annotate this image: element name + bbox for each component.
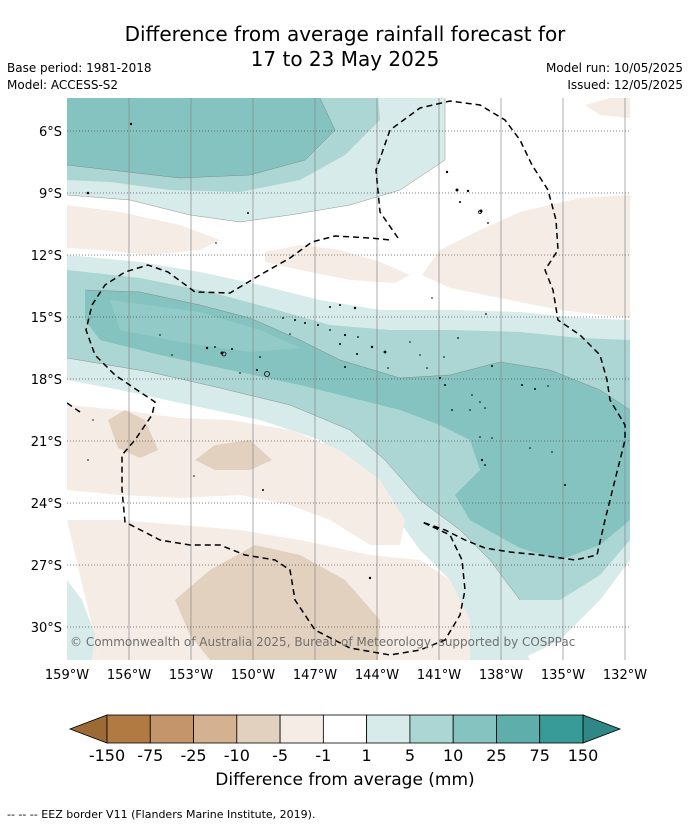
colorbar-tick-label: 5 (405, 746, 415, 765)
model-name: Model: ACCESS-S2 (7, 78, 119, 92)
colorbar-tick-label: 150 (568, 746, 599, 765)
colorbar-over-arrow (582, 714, 622, 744)
lon-label: 132°W (603, 668, 647, 683)
lon-axis: 159°W 156°W 153°W 150°W 147°W 144°W 141°… (45, 668, 647, 683)
dry-region-sw-inner (108, 410, 158, 458)
colorbar-swatch (322, 714, 368, 744)
lon-label: 141°W (417, 668, 461, 683)
dry-region-south-inner (175, 545, 380, 660)
contour-lines (67, 98, 630, 601)
issued-date: Issued: 12/05/2025 (567, 78, 683, 92)
wet-region-north-3 (67, 98, 335, 178)
lon-label: 144°W (355, 668, 399, 683)
title-line-2: 17 to 23 May 2025 (250, 47, 440, 71)
colorbar-swatch (496, 714, 541, 744)
lon-label: 153°W (169, 668, 213, 683)
model-info: Base period: 1981-2018 Model: ACCESS-S2 (7, 60, 152, 94)
dry-region-centre-north (265, 245, 410, 283)
lat-label: 15°S (31, 311, 62, 326)
islands (86, 122, 566, 580)
colorbar-swatch (149, 714, 194, 744)
atolls (221, 210, 482, 377)
lon-label: 135°W (541, 668, 585, 683)
lon-label: 138°W (479, 668, 523, 683)
lat-axis: 6°S 9°S 12°S 15°S 18°S 21°S 24°S 27°S 30… (31, 125, 62, 636)
colorbar-under-arrow (68, 714, 108, 744)
lat-label: 18°S (31, 373, 62, 388)
lon-label: 147°W (293, 668, 337, 683)
title-line-1: Difference from average rainfall forecas… (124, 22, 566, 46)
lat-label: 24°S (31, 497, 62, 512)
lat-label: 12°S (31, 249, 62, 264)
dry-region-nw (67, 205, 220, 255)
wet-region-central-3 (85, 290, 630, 560)
lat-label: 9°S (39, 187, 62, 202)
lat-label: 6°S (39, 125, 62, 140)
colorbar-tick-label: -25 (180, 746, 206, 765)
map-title: Difference from average rainfall forecas… (0, 22, 690, 72)
colorbar-swatch (409, 714, 454, 744)
colorbar-tick-label: 1 (362, 746, 372, 765)
lat-label: 30°S (31, 621, 62, 636)
eez-footnote: -- -- -- EEZ border V11 (Flanders Marine… (7, 808, 316, 821)
colorbar-tick-label: -5 (272, 746, 288, 765)
lat-label: 21°S (31, 435, 62, 450)
run-info: Model run: 10/05/2025 Issued: 12/05/2025 (546, 60, 683, 94)
map-area: © Commonwealth of Australia 2025, Bureau… (67, 98, 630, 660)
colorbar-swatch (279, 714, 324, 744)
colorbar-swatch (193, 714, 238, 744)
wet-region-sw-corner (67, 580, 95, 660)
colorbar-tick-label: -10 (224, 746, 250, 765)
wet-region-central-4 (110, 300, 300, 352)
lon-label: 159°W (45, 668, 89, 683)
base-period: Base period: 1981-2018 (7, 61, 152, 75)
colorbar: -150 -75 -25 -10 -5 -1 1 5 10 25 75 150 (68, 714, 622, 765)
colorbar-tick-label: 10 (443, 746, 463, 765)
colorbar-tick-label: 75 (530, 746, 550, 765)
colorbar-swatch (539, 714, 584, 744)
eez-french-polynesia (85, 100, 626, 656)
model-run: Model run: 10/05/2025 (545, 61, 683, 75)
dry-region-ne-corner (585, 98, 630, 118)
colorbar-swatch (106, 714, 151, 744)
colorbar-swatch (236, 714, 281, 744)
lat-label: 27°S (31, 559, 62, 574)
lon-label: 150°W (231, 668, 275, 683)
colorbar-tick-label: -150 (89, 746, 125, 765)
lat-gridlines (67, 130, 630, 628)
colorbar-swatch (366, 714, 411, 744)
colorbar-tick-label: -75 (137, 746, 163, 765)
lon-label: 156°W (107, 668, 151, 683)
colorbar-label: Difference from average (mm) (215, 770, 475, 790)
colorbar-swatch (452, 714, 497, 744)
eez-west-segment (67, 402, 81, 413)
eez-borders (67, 100, 626, 656)
wet-region-se-corner (470, 570, 530, 660)
dry-region-ne (422, 195, 630, 318)
colorbar-tick-label: -1 (315, 746, 331, 765)
colorbar-tick-label: 25 (486, 746, 506, 765)
copyright-notice: © Commonwealth of Australia 2025, Bureau… (70, 635, 575, 649)
